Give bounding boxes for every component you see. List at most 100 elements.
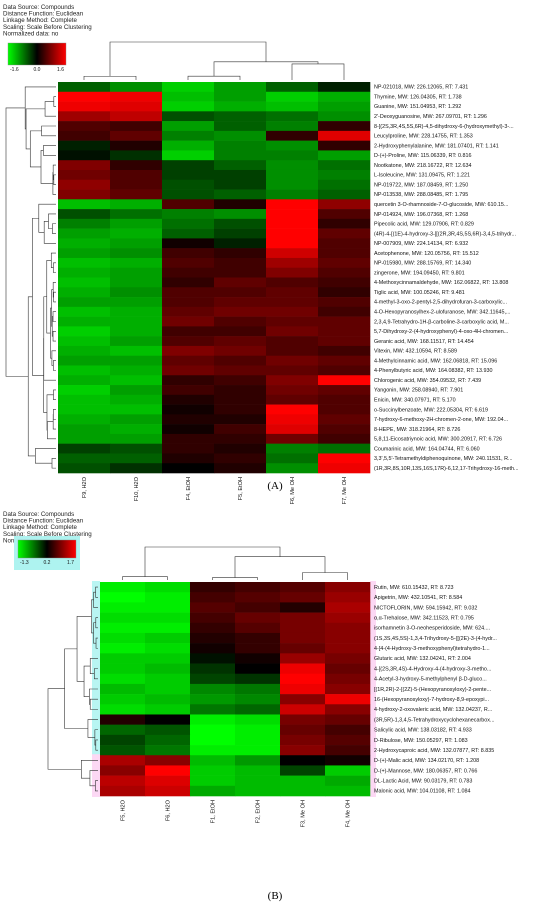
heatmap-cell bbox=[162, 443, 215, 454]
heatmap-cell bbox=[110, 121, 163, 132]
heatmap-cell bbox=[318, 121, 371, 132]
row-label: D-(+)-Malic acid, MW: 134.02170, RT: 1.2… bbox=[374, 758, 479, 764]
heatmap-cell bbox=[235, 765, 281, 776]
heatmap-cell bbox=[325, 775, 371, 787]
row-highlight bbox=[92, 754, 100, 797]
heatmap-cell bbox=[58, 345, 111, 356]
heatmap-cell bbox=[266, 463, 319, 474]
heatmap-cell bbox=[190, 734, 236, 746]
heatmap-cell bbox=[190, 632, 236, 644]
row-dendrogram-branch bbox=[94, 668, 98, 680]
heatmap-cell bbox=[214, 326, 267, 337]
row-dendrogram-branch bbox=[44, 101, 56, 117]
heatmap-cell bbox=[145, 592, 191, 603]
row-label: 4-Methoxycinnamaldehyde, MW: 162.06822, … bbox=[374, 280, 508, 286]
row-label: Rutin, MW: 610.15432, RT: 8.723 bbox=[374, 585, 454, 591]
column-label: F9, H2O bbox=[82, 476, 88, 498]
row-label: 8-HEPE, MW: 318.21964, RT: 8.726 bbox=[374, 427, 460, 433]
column-label: F5, EtOH bbox=[238, 477, 244, 500]
heatmap-cell bbox=[214, 91, 267, 102]
heatmap-cell bbox=[162, 287, 215, 298]
row-dendrogram-branch bbox=[89, 770, 98, 787]
heatmap-cell bbox=[100, 602, 146, 613]
heatmap-cell bbox=[110, 394, 163, 405]
heatmap-cell bbox=[58, 336, 111, 347]
heatmap-cell bbox=[318, 463, 371, 474]
heatmap-cell bbox=[214, 336, 267, 347]
heatmap-cell bbox=[318, 345, 371, 356]
row-label: 4-Methylcinnamic acid, MW: 162.06818, RT… bbox=[374, 358, 497, 364]
heatmap-cell bbox=[162, 316, 215, 327]
heatmap-cell bbox=[190, 765, 236, 776]
heatmap-cell bbox=[280, 592, 326, 603]
heatmap-cell bbox=[318, 189, 371, 200]
row-dendrogram-branch bbox=[46, 260, 52, 334]
row-label: Acetophenone, MW: 120.05756, RT: 15.512 bbox=[374, 251, 479, 257]
heatmap-cell bbox=[110, 91, 163, 102]
heatmap-cell bbox=[110, 189, 163, 200]
heatmap-cell bbox=[162, 345, 215, 356]
heatmap-cell bbox=[110, 267, 163, 278]
heatmap-cell bbox=[214, 443, 267, 454]
heatmap-cell bbox=[266, 385, 319, 396]
heatmap-cell bbox=[110, 326, 163, 337]
heatmap-cell bbox=[190, 673, 236, 685]
heatmap-cell bbox=[325, 734, 371, 746]
heatmap-cell bbox=[100, 775, 146, 787]
heatmap-cell bbox=[318, 140, 371, 151]
row-label: 4-hydroxy-2-oxovaleric acid, MW: 132.042… bbox=[374, 707, 492, 713]
heatmap-cell bbox=[100, 663, 146, 675]
heatmap-cell bbox=[145, 724, 191, 736]
row-label: Yangonin, MW: 258.08940, RT: 7.901 bbox=[374, 388, 463, 394]
color-scale-tick-label: -1.3 bbox=[20, 560, 29, 566]
heatmap-cell bbox=[266, 140, 319, 151]
heatmap-cell bbox=[110, 209, 163, 220]
heatmap-cell bbox=[214, 150, 267, 161]
heatmap-cell bbox=[214, 189, 267, 200]
heatmap-cell bbox=[58, 316, 111, 327]
heatmap-cell bbox=[100, 694, 146, 705]
row-dendrogram-branch bbox=[53, 174, 56, 185]
heatmap-cell bbox=[110, 355, 163, 366]
row-label: 16-(Hexopyranosyloxy)-7-hydroxy-8,9-epox… bbox=[374, 697, 489, 703]
heatmap-cell bbox=[145, 694, 191, 705]
heatmap-cell bbox=[214, 199, 267, 210]
row-dendrogram-branch bbox=[53, 291, 56, 303]
heatmap-cell bbox=[325, 632, 371, 644]
heatmap-cell bbox=[266, 336, 319, 347]
column-label: F2, EtOH bbox=[256, 800, 262, 823]
heatmap-cell bbox=[162, 111, 215, 122]
row-highlight bbox=[370, 581, 376, 797]
heatmap-cell bbox=[145, 785, 191, 797]
heatmap-cell bbox=[266, 443, 319, 454]
heatmap-cell bbox=[318, 424, 371, 435]
column-label: F7, Me OH bbox=[342, 477, 348, 504]
heatmap-cell bbox=[318, 169, 371, 181]
heatmap-cell bbox=[266, 169, 319, 181]
row-label: 8-[(2S,3R,4S,5S,6R)-4,5-dihydroxy-6-(hyd… bbox=[374, 124, 514, 130]
heatmap-cell bbox=[162, 218, 215, 229]
heatmap-cell bbox=[110, 453, 163, 464]
row-dendrogram-branch bbox=[53, 96, 56, 107]
row-label: (1S,3S,4S,5S)-1,3,4-Trihydroxy-5-{[(2E)-… bbox=[374, 636, 497, 642]
row-label: 4-Phenylbutyric acid, MW: 164.08382, RT:… bbox=[374, 368, 492, 374]
row-dendrogram-branch bbox=[52, 330, 56, 342]
heatmap-cell bbox=[100, 683, 146, 695]
heatmap-cell bbox=[235, 694, 281, 705]
column-dendrogram-branch bbox=[212, 577, 258, 580]
heatmap-cell bbox=[162, 424, 215, 435]
heatmap-cell bbox=[145, 602, 191, 613]
heatmap-cell bbox=[266, 101, 319, 112]
heatmap-cell bbox=[162, 228, 215, 239]
column-dendrogram-branch bbox=[144, 546, 281, 577]
heatmap-cell bbox=[58, 169, 111, 181]
heatmap-cell bbox=[280, 724, 326, 736]
heatmap-cell bbox=[266, 355, 319, 366]
heatmap-cell bbox=[214, 277, 267, 288]
heatmap-cell bbox=[235, 785, 281, 797]
heatmap-cell bbox=[145, 653, 191, 664]
chart-info-line: Linkage Method: Complete bbox=[3, 524, 78, 531]
